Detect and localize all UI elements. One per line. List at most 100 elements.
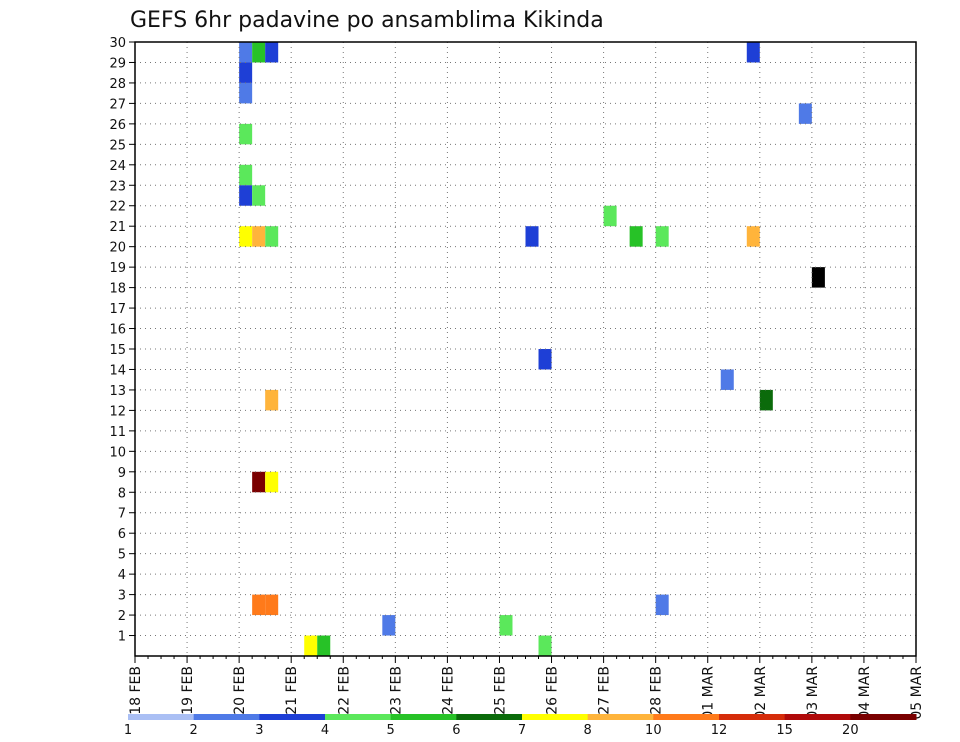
y-axis-ticks: 1234567891011121314151617181920212223242…: [109, 36, 135, 645]
y-tick-label: 5: [118, 548, 126, 563]
y-tick-label: 6: [118, 527, 126, 542]
heatmap-cell: [239, 123, 253, 145]
x-tick-label: 19 FEB: [180, 666, 196, 715]
heatmap-cell: [239, 42, 253, 63]
heatmap-cell: [252, 42, 266, 63]
heatmap-cell: [603, 205, 617, 227]
colorbar-swatch: [850, 714, 917, 720]
x-tick-label: 01 MAR: [701, 666, 717, 720]
y-tick-label: 4: [118, 568, 126, 583]
chart-title: GEFS 6hr padavine po ansamblima Kikinda: [130, 8, 604, 33]
colorbar-label: 15: [776, 723, 793, 738]
y-tick-label: 19: [109, 261, 126, 276]
y-tick-label: 30: [109, 36, 126, 51]
y-tick-label: 10: [109, 445, 126, 460]
colorbar-label: 4: [321, 723, 329, 738]
x-tick-label: 20 FEB: [232, 666, 248, 715]
heatmap-cell: [252, 226, 266, 247]
colorbar-label: 3: [255, 723, 263, 738]
x-tick-label: 03 MAR: [805, 666, 821, 720]
colorbar-swatch: [784, 714, 851, 720]
colorbar-label: 20: [842, 723, 859, 738]
heatmap-cell: [265, 594, 279, 616]
y-tick-label: 18: [109, 282, 126, 297]
colorbar-swatch: [522, 714, 589, 720]
heatmap-cell: [746, 42, 760, 63]
grid-lines: [135, 42, 916, 656]
heatmap-cell: [720, 369, 734, 390]
heatmap-cell: [317, 635, 331, 656]
colorbar-label: 2: [190, 723, 198, 738]
y-tick-label: 15: [109, 343, 126, 358]
colorbar-label: 5: [387, 723, 395, 738]
heatmap-cell: [655, 226, 669, 247]
y-tick-label: 9: [118, 466, 126, 481]
colorbar-swatch: [587, 714, 654, 720]
x-tick-label: 22 FEB: [336, 666, 352, 715]
colorbar-swatch: [653, 714, 720, 720]
y-tick-label: 2: [118, 609, 126, 624]
colorbar-label: 7: [518, 723, 526, 738]
y-tick-label: 23: [109, 179, 126, 194]
heatmap-cell: [629, 226, 643, 247]
heatmap-cell: [759, 389, 773, 411]
heatmap-cell: [239, 185, 253, 206]
y-tick-label: 11: [109, 425, 126, 440]
colorbar-swatch: [325, 714, 392, 720]
x-tick-label: 23 FEB: [388, 666, 404, 715]
heatmap-cell: [265, 226, 279, 247]
heatmap-cell: [499, 615, 513, 636]
y-tick-label: 22: [109, 200, 126, 215]
y-tick-label: 29: [109, 56, 126, 71]
colorbar-label: 10: [645, 723, 662, 738]
heatmap-cell: [239, 226, 253, 247]
heatmap-cell: [304, 635, 318, 656]
y-tick-label: 7: [118, 507, 126, 522]
x-tick-label: 28 FEB: [649, 666, 665, 715]
y-tick-label: 12: [109, 404, 126, 419]
heatmap-cell: [382, 615, 396, 636]
x-tick-label: 02 MAR: [753, 666, 769, 720]
colorbar-label: 1: [124, 723, 132, 738]
colorbar-swatch: [259, 714, 326, 720]
heatmap-cell: [798, 103, 812, 124]
colorbar: 1 2 3 4 5 6 7 8 10 12 15 20: [124, 714, 917, 738]
heatmap-cell: [265, 471, 279, 493]
x-tick-label: 04 MAR: [857, 666, 873, 720]
colorbar-swatch: [390, 714, 457, 720]
colorbar-label: 6: [452, 723, 460, 738]
heatmap-cell: [265, 42, 279, 63]
x-axis-ticks: 18 FEB 19 FEB 20 FEB 21 FEB 22 FEB 23 FEB 24 F…: [128, 656, 925, 720]
heatmap-cell: [655, 594, 669, 616]
x-tick-label: 26 FEB: [545, 666, 561, 715]
colorbar-swatch: [456, 714, 523, 720]
y-tick-label: 8: [118, 486, 126, 501]
x-tick-label: 24 FEB: [440, 666, 456, 715]
heatmap-cell: [252, 471, 266, 493]
colorbar-swatch: [193, 714, 260, 720]
y-tick-label: 20: [109, 241, 126, 256]
y-tick-label: 27: [109, 97, 126, 112]
y-tick-label: 28: [109, 77, 126, 92]
colorbar-swatch: [719, 714, 786, 720]
heatmap-cell: [265, 389, 279, 411]
y-tick-label: 1: [118, 630, 126, 645]
x-tick-label: 21 FEB: [284, 666, 300, 715]
heatmap-cell: [252, 594, 266, 616]
colorbar-label: 8: [584, 723, 592, 738]
heatmap-cell: [239, 164, 253, 186]
y-tick-label: 17: [109, 302, 126, 317]
heatmap-cell: [811, 267, 825, 288]
colorbar-swatch: [128, 714, 195, 720]
y-tick-label: 13: [109, 384, 126, 399]
x-tick-label: 27 FEB: [597, 666, 613, 715]
heatmap-cell: [239, 82, 253, 104]
x-tick-label: 25 FEB: [492, 666, 508, 715]
heatmap-cell: [538, 635, 552, 656]
heatmap-cell: [252, 185, 266, 206]
heatmap-cell: [746, 226, 760, 247]
y-tick-label: 26: [109, 118, 126, 133]
heatmap-cell: [239, 62, 253, 83]
y-tick-label: 24: [109, 159, 126, 174]
